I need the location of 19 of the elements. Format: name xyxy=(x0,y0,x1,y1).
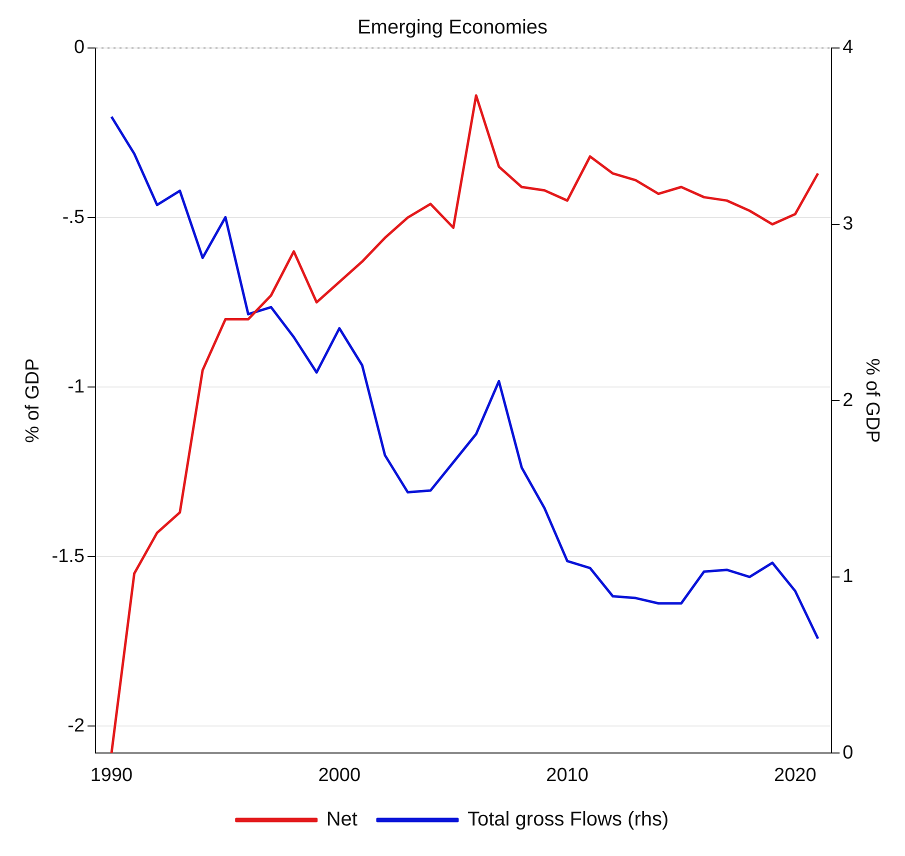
chart-title: Emerging Economies xyxy=(357,16,548,39)
y2-tick-label: 2 xyxy=(842,390,854,411)
y2-tick-label: 1 xyxy=(842,566,854,588)
x-tick-label: 2000 xyxy=(318,764,361,786)
y-tick-label: -2 xyxy=(68,715,85,736)
legend-label: Net xyxy=(326,808,358,831)
y-tick-label: -1.5 xyxy=(52,546,85,567)
y2-tick-label: 3 xyxy=(842,214,854,235)
x-tick-label: 2020 xyxy=(774,764,816,786)
y2-tick-label: 4 xyxy=(842,37,854,58)
legend-label: Total gross Flows (rhs) xyxy=(467,808,669,831)
x-tick-label: 1990 xyxy=(90,764,133,786)
y-tick-label: -1 xyxy=(68,376,85,398)
y-axis-title: % of GDP xyxy=(22,358,44,443)
y-tick-label: 0 xyxy=(74,37,85,58)
x-tick-label: 2010 xyxy=(546,764,588,786)
y-tick-label: -.5 xyxy=(62,206,85,228)
y2-axis-title: % of GDP xyxy=(861,358,882,443)
y2-tick-label: 0 xyxy=(842,742,854,764)
